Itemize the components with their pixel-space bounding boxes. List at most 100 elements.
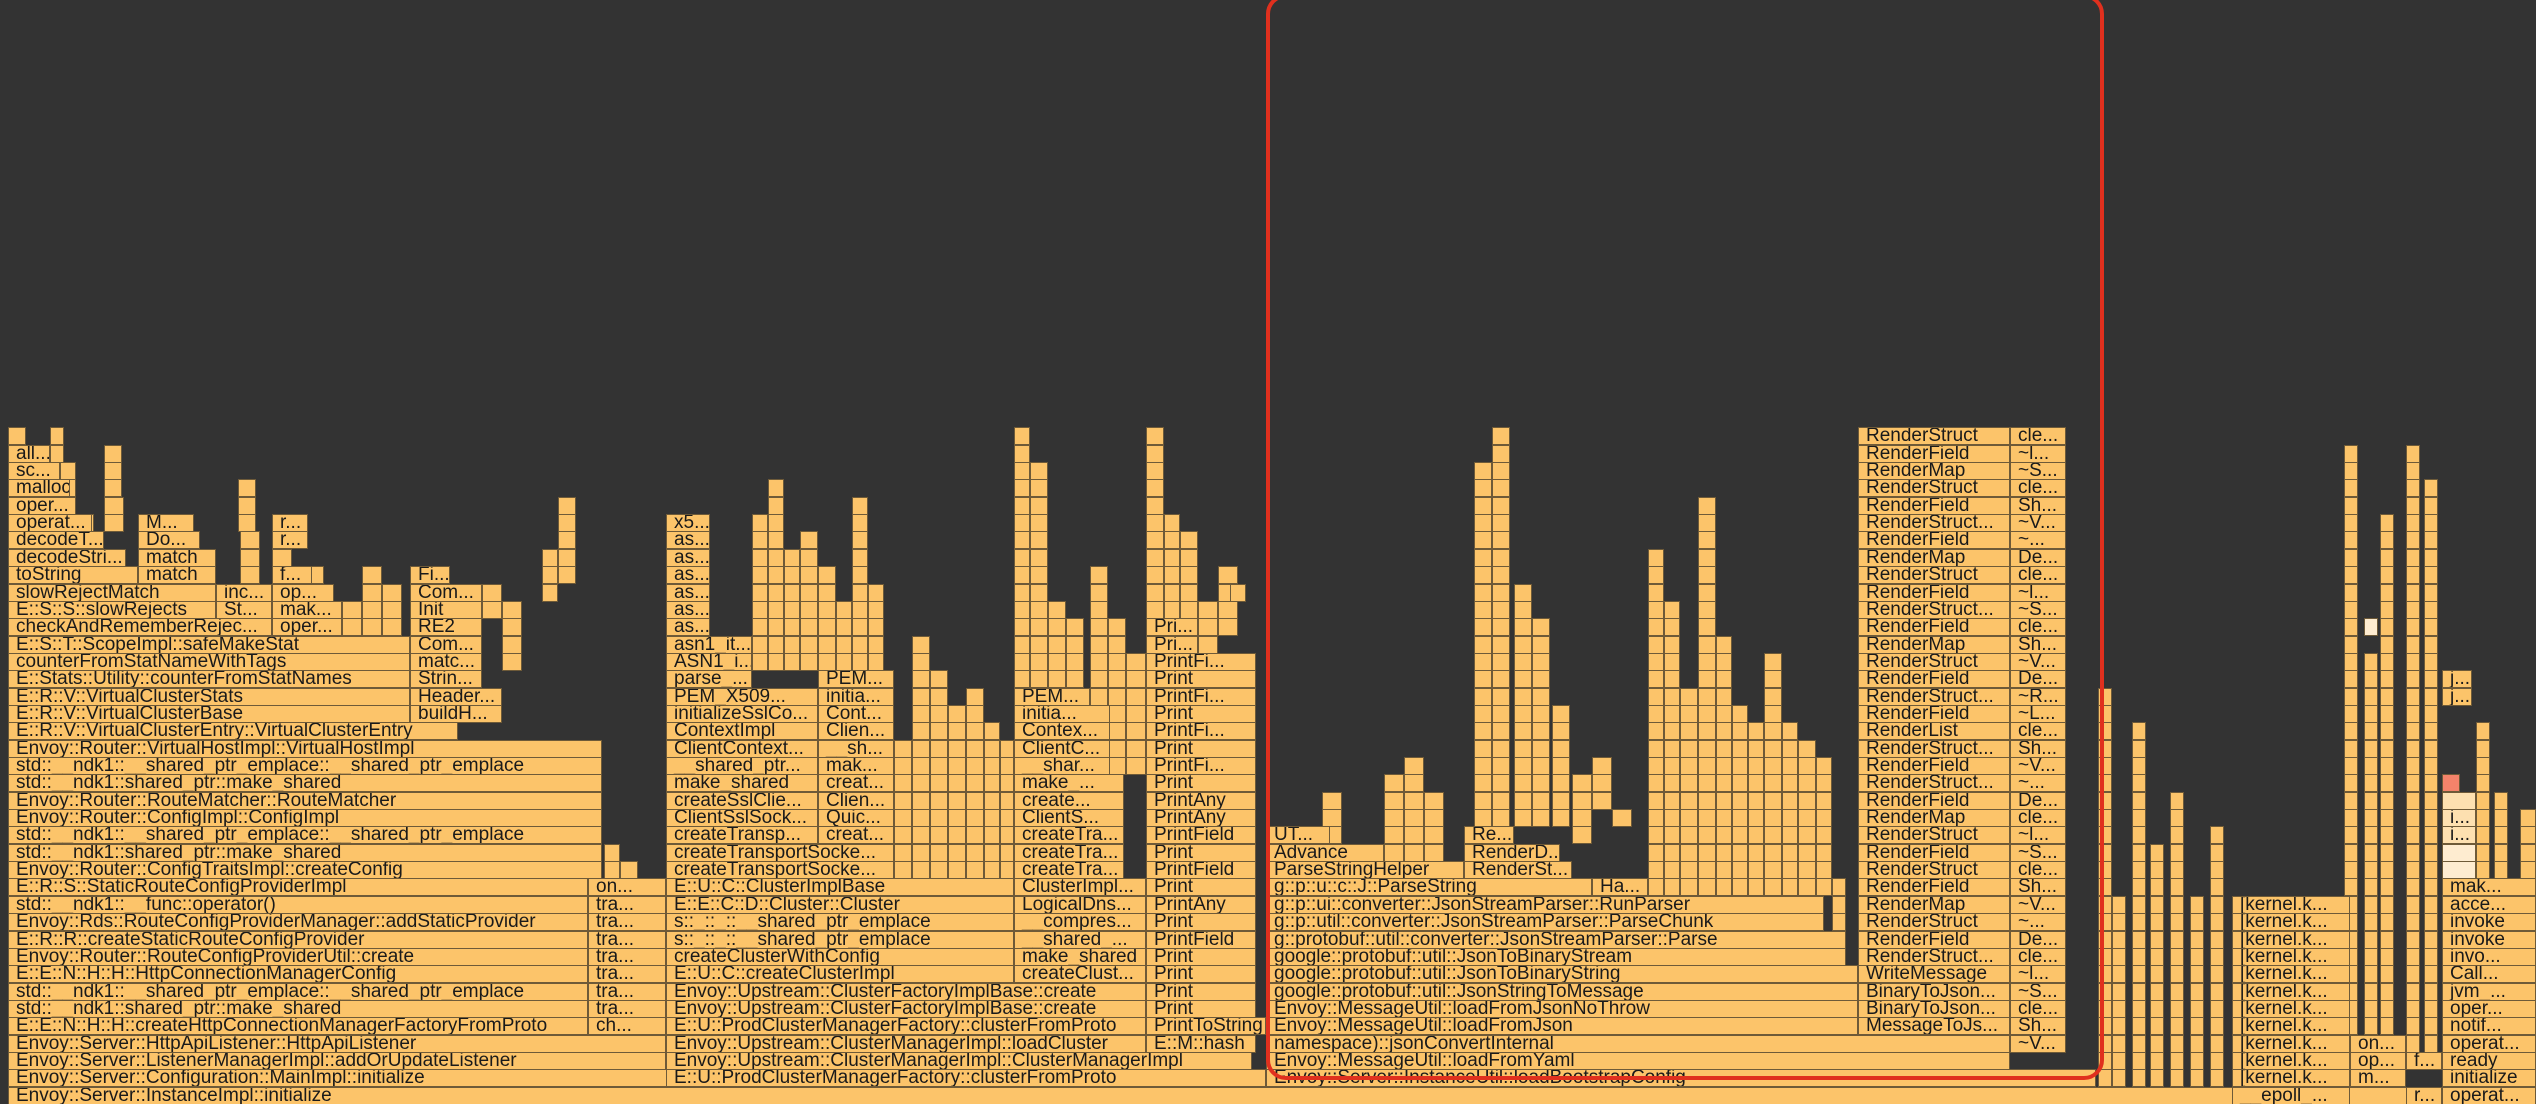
flame-frame[interactable] (2098, 1000, 2112, 1018)
flame-frame[interactable] (542, 549, 558, 567)
flame-frame[interactable] (836, 601, 852, 619)
flame-frame[interactable] (2132, 1035, 2146, 1053)
flame-frame[interactable]: tra... (588, 931, 666, 949)
flame-frame[interactable] (2132, 948, 2146, 966)
flame-frame[interactable] (50, 427, 64, 445)
flame-frame[interactable] (1664, 636, 1680, 654)
flame-frame[interactable] (768, 479, 784, 497)
flame-frame[interactable] (1030, 584, 1048, 602)
flame-frame[interactable] (1748, 792, 1764, 810)
flame-frame[interactable] (2424, 479, 2438, 497)
flame-frame[interactable] (2344, 445, 2358, 463)
flame-frame[interactable] (948, 774, 966, 792)
flame-frame[interactable] (1798, 740, 1816, 758)
flame-frame[interactable] (1492, 688, 1510, 706)
flame-frame[interactable] (1764, 653, 1782, 671)
flame-frame[interactable] (800, 653, 818, 671)
flame-frame[interactable] (2406, 965, 2420, 983)
flame-frame[interactable] (2380, 584, 2394, 602)
flame-frame[interactable] (2170, 1052, 2184, 1070)
flame-frame[interactable] (1592, 792, 1612, 810)
flame-frame[interactable]: [kernel.k... (2232, 948, 2350, 966)
flame-frame[interactable] (1698, 844, 1716, 862)
flame-frame[interactable]: ParseStringHelper (1266, 861, 1464, 879)
flame-frame[interactable] (768, 618, 784, 636)
flame-frame[interactable] (1492, 549, 1510, 567)
flame-frame[interactable] (2380, 670, 2394, 688)
flame-frame[interactable]: oper... (2442, 1000, 2536, 1018)
flame-frame[interactable] (1664, 601, 1680, 619)
flame-frame[interactable] (2406, 809, 2420, 827)
flame-frame[interactable]: cle... (2010, 809, 2066, 827)
flame-frame[interactable] (2210, 913, 2224, 931)
flame-frame[interactable]: Contex... (1014, 722, 1110, 740)
flame-frame[interactable]: Sh... (2010, 740, 2066, 758)
flame-frame[interactable]: creat... (818, 774, 894, 792)
flame-frame[interactable]: RenderField (1858, 670, 2010, 688)
flame-frame[interactable] (1492, 618, 1510, 636)
flame-frame[interactable] (2364, 913, 2378, 931)
flame-frame[interactable]: ContextImpl (666, 722, 818, 740)
flame-frame[interactable] (966, 757, 984, 775)
flame-frame[interactable] (362, 584, 382, 602)
flame-frame[interactable] (1716, 861, 1732, 879)
flame-frame[interactable] (1648, 618, 1664, 636)
flame-frame[interactable] (800, 531, 818, 549)
flame-frame[interactable] (2344, 584, 2358, 602)
flame-frame[interactable] (1514, 618, 1532, 636)
flame-frame[interactable] (818, 636, 836, 654)
flame-frame[interactable] (930, 861, 948, 879)
flame-frame[interactable] (2344, 653, 2358, 671)
flame-frame[interactable] (1680, 740, 1698, 758)
flame-frame[interactable] (1732, 844, 1748, 862)
flame-frame[interactable] (2170, 948, 2184, 966)
flame-frame[interactable] (1698, 514, 1716, 532)
flame-frame[interactable]: cle... (2010, 948, 2066, 966)
flame-frame[interactable]: r... (272, 514, 308, 532)
flame-frame[interactable] (2150, 1069, 2164, 1087)
flame-frame[interactable] (2406, 653, 2420, 671)
flame-frame[interactable] (2364, 844, 2378, 862)
flame-frame[interactable]: as... (666, 584, 710, 602)
flame-frame[interactable] (2098, 809, 2112, 827)
flame-frame[interactable] (1664, 809, 1680, 827)
flame-frame[interactable] (1108, 636, 1126, 654)
flame-frame[interactable] (1030, 462, 1048, 480)
flame-frame[interactable] (1698, 774, 1716, 792)
flame-frame[interactable]: __shared_ptr... (666, 757, 818, 775)
flame-frame[interactable] (1648, 757, 1664, 775)
flame-frame[interactable] (1090, 618, 1108, 636)
flame-frame[interactable] (238, 497, 256, 515)
flame-frame[interactable] (1648, 705, 1664, 723)
flame-frame[interactable] (2098, 878, 2112, 896)
flame-frame[interactable]: Envoy::Router::ConfigImpl::ConfigImpl (8, 809, 602, 827)
flame-frame[interactable] (2190, 1000, 2204, 1018)
flame-frame[interactable]: tra... (588, 983, 666, 1001)
flame-frame[interactable] (784, 653, 800, 671)
flame-frame[interactable] (852, 531, 868, 549)
flame-frame[interactable] (2098, 844, 2112, 862)
flame-frame[interactable]: Print (1146, 913, 1256, 931)
flame-frame[interactable] (2380, 636, 2394, 654)
flame-frame[interactable] (238, 514, 256, 532)
flame-frame[interactable]: BinaryToJson... (1858, 1000, 2010, 1018)
flame-frame[interactable] (2210, 965, 2224, 983)
flame-frame[interactable] (930, 792, 948, 810)
flame-frame[interactable] (2170, 792, 2184, 810)
flame-frame[interactable] (2112, 1000, 2126, 1018)
flame-frame[interactable] (894, 740, 912, 758)
flame-frame[interactable] (1424, 844, 1444, 862)
flame-frame[interactable] (948, 740, 966, 758)
flame-frame[interactable] (1066, 670, 1084, 688)
flame-frame[interactable] (2150, 844, 2164, 862)
flame-frame[interactable] (930, 757, 948, 775)
flame-frame[interactable]: St... (216, 601, 272, 619)
flame-frame[interactable] (1492, 774, 1510, 792)
flame-frame[interactable] (2406, 601, 2420, 619)
flame-frame[interactable] (1612, 809, 1632, 827)
flame-frame[interactable]: Fi... (410, 566, 450, 584)
flame-frame[interactable]: Envoy::Router::RouteMatcher::RouteMatche… (8, 792, 602, 810)
flame-frame[interactable] (752, 618, 768, 636)
flame-frame[interactable]: E::R::V::VirtualClusterEntry::VirtualClu… (8, 722, 458, 740)
flame-frame[interactable] (852, 601, 868, 619)
